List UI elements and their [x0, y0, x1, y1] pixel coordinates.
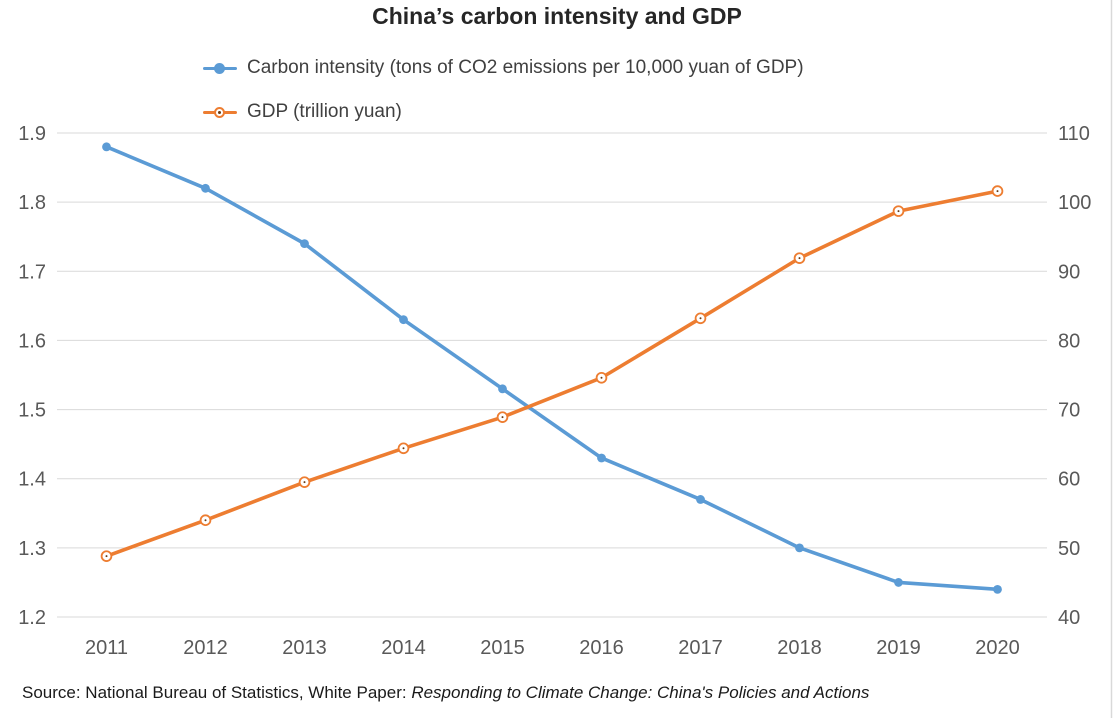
carbon-series-legend-marker-icon	[203, 62, 237, 75]
carbon-intensity-marker	[597, 453, 606, 463]
left-axis-tick-label: 1.5	[18, 400, 46, 422]
right-axis-tick-label: 100	[1058, 192, 1091, 214]
right-axis-tick-label: 80	[1058, 330, 1080, 352]
gdp-marker-core	[798, 257, 801, 260]
source-note: Source: National Bureau of Statistics, W…	[22, 683, 869, 703]
gdp-marker-core	[600, 376, 603, 379]
gdp-series-legend-marker-icon	[203, 106, 237, 119]
source-text: Source: National Bureau of Statistics, W…	[22, 683, 412, 702]
carbon-intensity-marker	[300, 239, 309, 249]
gdp-marker-core	[699, 317, 702, 320]
gdp-legend-dot-core	[218, 110, 221, 114]
right-axis-tick-label: 60	[1058, 469, 1080, 491]
x-axis-tick-label: 2018	[777, 637, 822, 659]
x-axis-tick-label: 2020	[975, 637, 1020, 659]
source-document-title: Responding to Climate Change: China's Po…	[411, 683, 870, 702]
carbon-intensity-marker	[795, 543, 804, 553]
right-axis-tick-label: 70	[1058, 400, 1080, 422]
gdp-marker-core	[996, 190, 999, 193]
x-axis-tick-label: 2013	[282, 637, 327, 659]
legend-item-gdp[interactable]: GDP (trillion yuan)	[203, 98, 804, 126]
x-axis-tick-label: 2017	[678, 637, 723, 659]
legend-label-gdp: GDP (trillion yuan)	[247, 101, 402, 122]
x-axis-tick-label: 2014	[381, 637, 426, 659]
right-axis-tick-label: 90	[1058, 261, 1080, 283]
carbon-intensity-marker	[102, 142, 111, 152]
left-axis-tick-label: 1.4	[18, 469, 46, 491]
x-axis-tick-label: 2019	[876, 637, 921, 659]
gdp-marker-core	[897, 210, 900, 213]
carbon-intensity-marker	[399, 315, 408, 325]
carbon-legend-dot-icon	[214, 62, 225, 74]
left-axis-tick-label: 1.7	[18, 261, 46, 283]
right-axis-tick-label: 50	[1058, 538, 1080, 560]
carbon-intensity-marker	[201, 183, 210, 193]
left-axis-tick-label: 1.8	[18, 192, 46, 214]
right-axis-tick-label: 110	[1058, 123, 1090, 145]
left-axis-tick-label: 1.6	[18, 330, 46, 352]
gdp-marker-core	[204, 519, 207, 522]
legend: Carbon intensity (tons of CO2 emissions …	[203, 54, 804, 142]
carbon-intensity-marker	[894, 578, 903, 587]
x-axis-tick-label: 2011	[85, 637, 128, 659]
x-axis-tick-label: 2012	[183, 637, 228, 659]
carbon-intensity-marker	[498, 384, 507, 394]
legend-label-carbon-intensity: Carbon intensity (tons of CO2 emissions …	[247, 57, 804, 78]
left-axis-tick-label: 1.3	[18, 538, 46, 560]
gdp-line[interactable]	[104, 189, 1000, 558]
gdp-marker-core	[501, 416, 504, 419]
gdp-legend-dot-icon	[214, 106, 225, 118]
left-axis-tick-label: 1.2	[18, 607, 46, 629]
gdp-marker-core	[105, 555, 108, 558]
carbon-intensity-marker	[993, 584, 1002, 594]
carbon-intensity-marker	[696, 495, 705, 504]
x-axis-tick-label: 2015	[480, 637, 525, 659]
chart-title: China’s carbon intensity and GDP	[372, 3, 742, 29]
gdp-marker-core	[402, 447, 405, 450]
carbon-intensity-line[interactable]	[104, 145, 1000, 592]
gdp-marker-core	[303, 481, 306, 484]
legend-item-carbon-intensity[interactable]: Carbon intensity (tons of CO2 emissions …	[203, 54, 804, 82]
x-axis-tick-label: 2016	[579, 637, 624, 659]
right-axis-tick-label: 40	[1058, 607, 1080, 629]
left-axis-tick-label: 1.9	[18, 123, 46, 145]
